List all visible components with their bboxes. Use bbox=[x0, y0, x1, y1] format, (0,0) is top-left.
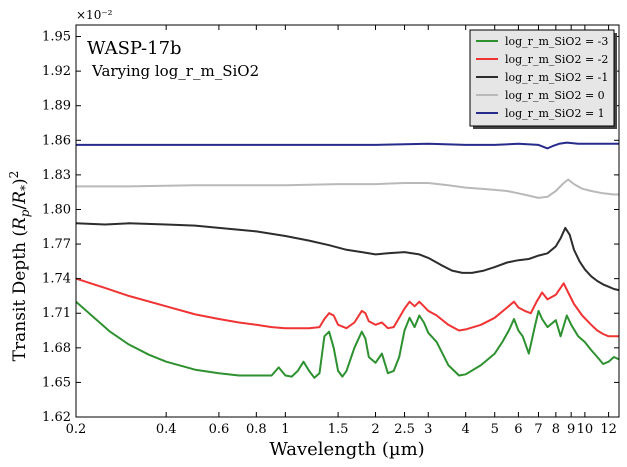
legend-label: log_r_m_SiO2 = -2 bbox=[505, 53, 608, 66]
legend-label: log_r_m_SiO2 = -1 bbox=[505, 71, 608, 84]
y-tick-label: 1.83 bbox=[42, 168, 71, 183]
legend: log_r_m_SiO2 = -3 log_r_m_SiO2 = -2 log_r_… bbox=[469, 29, 617, 129]
y-tick-label: 1.74 bbox=[42, 272, 71, 287]
series-layer bbox=[76, 141, 619, 379]
x-tick-label: 7 bbox=[534, 422, 542, 437]
legend-label: log_r_m_SiO2 = 1 bbox=[505, 107, 605, 120]
axes-layer: 0.2 0.4 0.6 0.8 1 1.5 2 2.5 3 4 5 6 7 8 9 10 12 1.62 1.65 1… bbox=[42, 25, 619, 437]
x-tick-label: 3 bbox=[424, 422, 432, 437]
y-tick-label: 1.86 bbox=[42, 133, 71, 148]
y-tick-label: 1.65 bbox=[42, 375, 71, 390]
y-tick-label: 1.62 bbox=[42, 410, 71, 425]
x-tick-label: 5 bbox=[491, 422, 499, 437]
chart-subtitle: Varying log_r_m_SiO2 bbox=[91, 62, 259, 80]
x-tick-label: 1.5 bbox=[328, 422, 349, 437]
y-tick-label: 1.71 bbox=[42, 306, 71, 321]
x-tick-label: 10 bbox=[577, 422, 594, 437]
plot-frame bbox=[75, 24, 620, 418]
x-tick-label: 1 bbox=[281, 422, 289, 437]
series-line-1 bbox=[76, 300, 619, 379]
x-tick-label: 0.6 bbox=[209, 422, 230, 437]
y-tick-label: 1.95 bbox=[42, 30, 71, 45]
chart-title: WASP-17b bbox=[87, 38, 182, 59]
series-line-3 bbox=[76, 222, 619, 292]
y-tick-label: 1.92 bbox=[42, 64, 71, 79]
x-tick-label: 0.4 bbox=[156, 422, 177, 437]
legend-label: log_r_m_SiO2 = 0 bbox=[505, 89, 605, 102]
y-multiplier: ×10⁻² bbox=[76, 8, 113, 22]
x-tick-label: 6 bbox=[514, 422, 522, 437]
x-tick-label: 0.8 bbox=[246, 422, 267, 437]
y-axis-label: Transit Depth (Rp/R*)2 bbox=[7, 171, 32, 362]
y-tick-label: 1.80 bbox=[42, 202, 71, 217]
x-tick-label: 12 bbox=[600, 422, 617, 437]
y-tick-label: 1.89 bbox=[42, 99, 71, 114]
legend-label: log_r_m_SiO2 = -3 bbox=[505, 35, 608, 48]
x-axis-label: Wavelength (µm) bbox=[269, 439, 424, 460]
series-line-4 bbox=[76, 178, 619, 199]
x-tick-label: 2.5 bbox=[394, 422, 415, 437]
svg-text:Transit Depth (Rp/R*)2: Transit Depth (Rp/R*)2 bbox=[7, 171, 32, 362]
x-tick-label: 4 bbox=[462, 422, 470, 437]
x-tick-label: 2 bbox=[371, 422, 379, 437]
y-tick-label: 1.77 bbox=[42, 237, 71, 252]
x-tick-label: 9 bbox=[567, 422, 575, 437]
y-tick-label: 1.68 bbox=[42, 341, 71, 356]
x-tick-label: 0.2 bbox=[66, 422, 87, 437]
series-line-5 bbox=[76, 141, 619, 150]
series-line-2 bbox=[76, 277, 619, 338]
x-tick-label: 8 bbox=[552, 422, 560, 437]
